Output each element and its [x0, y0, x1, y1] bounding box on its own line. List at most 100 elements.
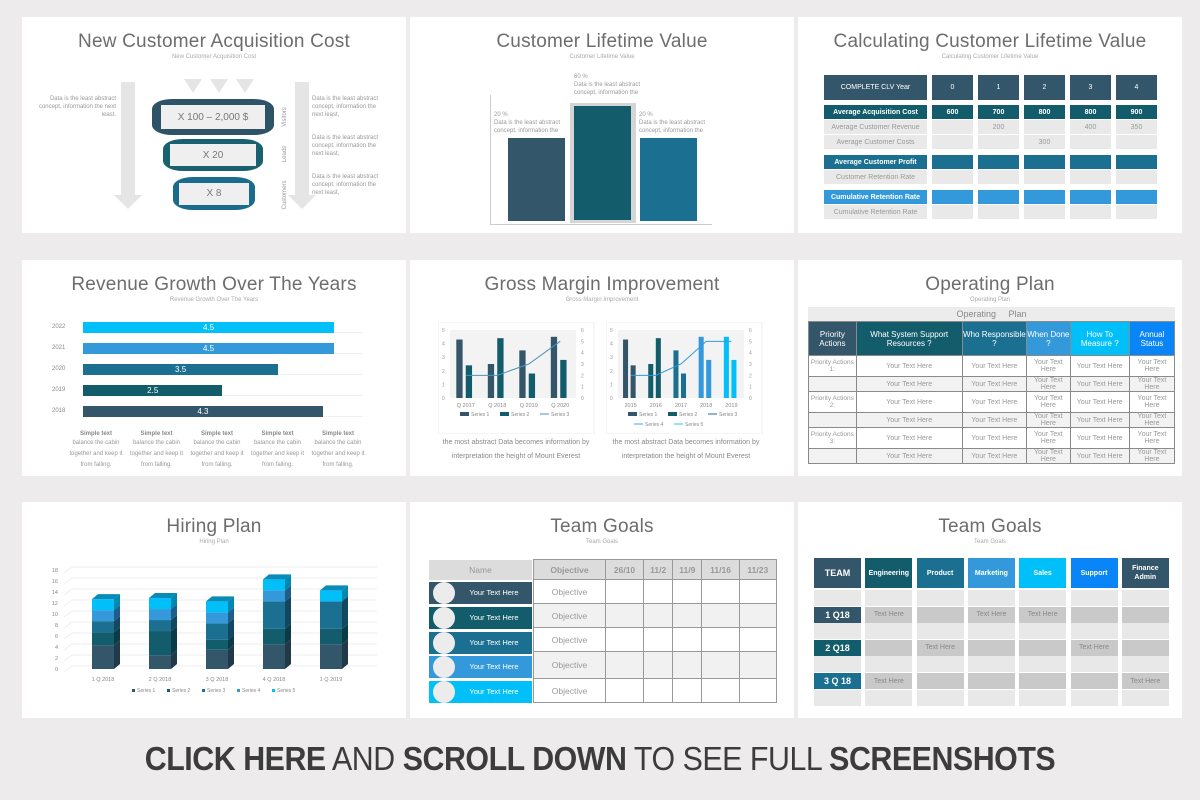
date-cell[interactable]	[701, 603, 740, 628]
clv-cell	[1116, 170, 1157, 184]
date-cell[interactable]	[701, 651, 740, 679]
date-cell[interactable]	[701, 627, 740, 652]
slide-team-goals-table[interactable]: Team Goals Team Goals Name Your Text Here…	[410, 502, 794, 718]
grid-cell	[865, 639, 913, 656]
table-cell[interactable]: Your Text Here	[1069, 376, 1130, 392]
table-cell[interactable]: Your Text Here	[1026, 355, 1071, 377]
row-label: Priority Actions 2:	[808, 391, 857, 413]
table-cell[interactable]: Your Text Here	[1069, 448, 1130, 464]
table-cell[interactable]: Your Text Here	[855, 376, 963, 392]
date-cell[interactable]	[672, 603, 703, 628]
table-cell[interactable]: Your Text Here	[1069, 355, 1130, 377]
date-cell[interactable]	[604, 603, 645, 628]
date-cell[interactable]	[643, 579, 674, 604]
table-cell[interactable]: Your Text Here	[855, 412, 963, 428]
clv-cell	[932, 205, 973, 219]
table-cell[interactable]: Your Text Here	[1069, 412, 1130, 428]
table-cell[interactable]: Your Text Here	[961, 391, 1028, 413]
bar: 4.5	[83, 343, 334, 354]
table-row: Priority Actions 1: Your Text Here Your Te…	[808, 355, 1176, 377]
table-cell[interactable]: Your Text Here	[1128, 427, 1176, 449]
date-cell[interactable]	[643, 678, 674, 703]
date-cell[interactable]	[604, 579, 645, 604]
table-cell[interactable]: Your Text Here	[1026, 412, 1071, 428]
date-cell[interactable]	[604, 678, 645, 703]
clv-cell: 700	[978, 105, 1019, 119]
date-cell[interactable]	[672, 627, 703, 652]
table-cell[interactable]: Your Text Here	[961, 427, 1028, 449]
row-label: Priority Actions 3:	[808, 427, 857, 449]
svg-text:16: 16	[52, 579, 58, 585]
objective-cell[interactable]: Objective	[533, 651, 606, 679]
table-cell[interactable]: Your Text Here	[1069, 427, 1130, 449]
grid-cell: Text Here	[1121, 673, 1169, 689]
table-cell[interactable]: Your Text Here	[1128, 391, 1176, 413]
date-cell[interactable]	[672, 678, 703, 703]
date-cell[interactable]	[604, 627, 645, 652]
date-cell[interactable]	[738, 627, 778, 652]
objective-cell[interactable]: Objective	[533, 678, 606, 703]
grid-cell	[1070, 590, 1118, 606]
date-cell[interactable]	[643, 627, 674, 652]
objective-cell[interactable]: Objective	[533, 603, 606, 628]
clv-cell	[978, 170, 1019, 184]
date-cell[interactable]	[738, 678, 778, 703]
date-cell[interactable]	[672, 579, 703, 604]
cta-banner[interactable]: CLICK HERE AND SCROLL DOWN TO SEE FULL S…	[144, 740, 1056, 777]
clv-cell	[1070, 155, 1111, 169]
clv-row-label: Average Acquisition Cost	[824, 105, 927, 119]
team-header: Marketing	[967, 558, 1015, 588]
table-cell[interactable]: Your Text Here	[1026, 448, 1071, 464]
table-cell[interactable]: Your Text Here	[855, 355, 963, 377]
chart-bar	[508, 138, 565, 221]
slide-team-goals-quarters[interactable]: Team Goals Team Goals TEAM Engineering Pro…	[798, 502, 1182, 718]
row-label	[808, 448, 857, 464]
slide-customer-lifetime-value[interactable]: Customer Lifetime Value Customer Lifetim…	[410, 17, 794, 233]
objective-cell[interactable]: Objective	[533, 627, 606, 652]
table-cell[interactable]: Your Text Here	[1128, 412, 1176, 428]
table-cell[interactable]: Your Text Here	[855, 391, 963, 413]
date-cell[interactable]	[738, 651, 778, 679]
grid-cell	[916, 606, 964, 623]
svg-text:Series 5: Series 5	[277, 688, 296, 694]
cta-click-here[interactable]: CLICK HERE	[144, 740, 326, 777]
slide-hiring-plan[interactable]: Hiring Plan Hiring Plan 0 2 4 6 8 10 12 14 16 18 1…	[22, 502, 406, 718]
grid-cell	[916, 623, 964, 640]
svg-text:6: 6	[55, 634, 58, 640]
table-cell[interactable]: Your Text Here	[961, 448, 1028, 464]
team-header: Product	[916, 558, 964, 588]
table-cell[interactable]: Your Text Here	[1026, 391, 1071, 413]
table-cell[interactable]: Your Text Here	[961, 376, 1028, 392]
slide-revenue-growth[interactable]: Revenue Growth Over The Years Revenue Gr…	[22, 260, 406, 476]
slide-calculating-clv[interactable]: Calculating Customer Lifetime Value Calc…	[798, 17, 1182, 233]
date-cell[interactable]	[672, 651, 703, 679]
slide-operating-plan[interactable]: Operating Plan Operating Plan Operating …	[798, 260, 1182, 476]
table-cell[interactable]: Your Text Here	[1128, 355, 1176, 377]
date-cell[interactable]	[604, 651, 645, 679]
date-cell[interactable]	[701, 678, 740, 703]
table-cell[interactable]: Your Text Here	[1128, 448, 1176, 464]
table-cell[interactable]: Your Text Here	[1128, 376, 1176, 392]
svg-text:Series 5: Series 5	[685, 422, 704, 428]
table-cell[interactable]: Your Text Here	[961, 412, 1028, 428]
table-cell[interactable]: Your Text Here	[855, 448, 963, 464]
slide-new-customer-acquisition-cost[interactable]: New Customer Acquisition Cost New Custom…	[22, 17, 406, 233]
table-cell[interactable]: Your Text Here	[1026, 376, 1071, 392]
table-cell[interactable]: Your Text Here	[961, 355, 1028, 377]
grid-cell	[1121, 590, 1169, 606]
table-cell[interactable]: Your Text Here	[1069, 391, 1130, 413]
objective-cell[interactable]: Objective	[533, 579, 606, 604]
grid-cell	[814, 656, 861, 673]
svg-text:Q 2020: Q 2020	[551, 403, 569, 409]
date-cell[interactable]	[643, 603, 674, 628]
stage-label: Visitors	[282, 107, 288, 127]
date-cell[interactable]	[738, 579, 778, 604]
date-cell[interactable]	[738, 603, 778, 628]
date-cell[interactable]	[701, 579, 740, 604]
slide-gross-margin[interactable]: Gross Margin Improvement Gross Margin Im…	[410, 260, 794, 476]
column-header: 11/2	[643, 559, 674, 580]
grid-cell	[865, 689, 913, 706]
date-cell[interactable]	[643, 651, 674, 679]
table-cell[interactable]: Your Text Here	[855, 427, 963, 449]
table-cell[interactable]: Your Text Here	[1026, 427, 1071, 449]
